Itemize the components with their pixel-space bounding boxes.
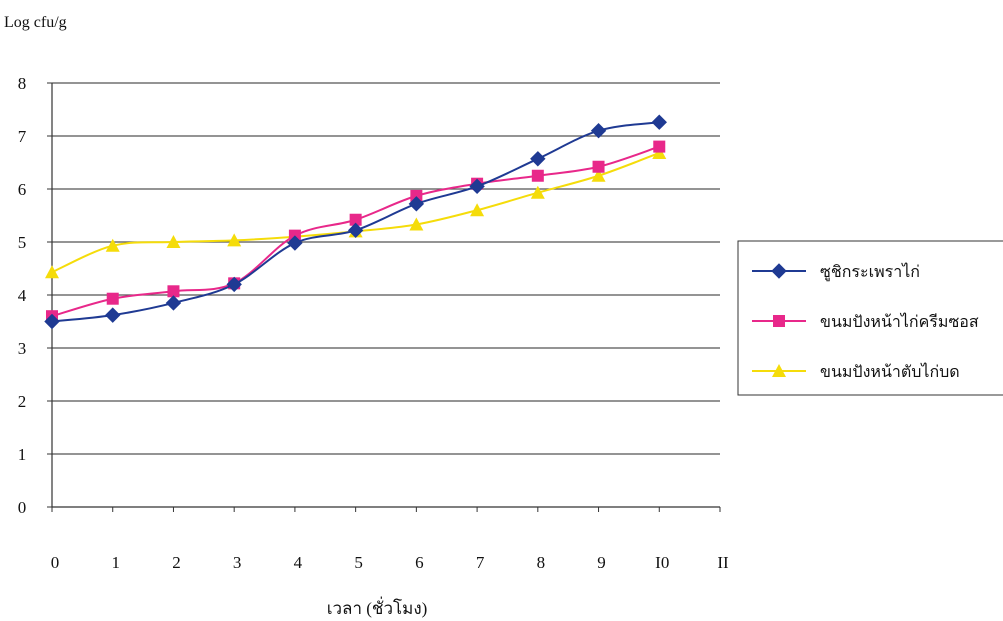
legend-label: ซูชิกระเพราไก่ [820,262,920,282]
x-tick-label: 9 [597,553,606,572]
data-point [410,189,423,202]
y-tick-label: 1 [18,445,27,464]
legend-label: ขนมปังหน้าตับไก่บด [820,362,960,381]
data-point [531,169,544,182]
data-point [227,233,242,247]
data-point [530,151,546,167]
y-tick-label: 2 [18,392,27,411]
data-point [653,140,666,153]
data-point [591,168,606,182]
x-tick-label: 4 [294,553,303,572]
legend-marker [772,364,786,377]
legend-marker [771,263,787,279]
series-1 [44,114,667,330]
series-group [44,114,667,330]
data-point [409,217,424,231]
x-tick-label: 5 [354,553,363,572]
data-point [530,185,545,199]
data-point [470,203,485,217]
data-point [592,160,605,173]
data-point [349,213,362,226]
y-tick-label: 0 [18,498,27,517]
data-point [408,196,425,212]
y-axis-label: Log cfu/g [4,14,67,31]
x-tick-label: 7 [476,553,485,572]
data-point [287,235,303,251]
x-tick-label: 3 [233,553,242,572]
x-tick-label: 2 [172,553,181,572]
x-axis-label: เวลา (ชั่วโมง) [327,596,428,618]
y-tick-label: 6 [18,180,27,199]
data-point [651,114,667,130]
x-axis-ticks: 0 1 2 3 4 5 6 7 8 9 I0 II [51,507,729,572]
data-point [166,235,181,248]
series-2 [46,140,666,323]
data-point [165,295,182,311]
x-tick-label: II [717,553,729,572]
series-line [51,152,660,274]
data-point [226,276,242,293]
x-tick-label: 0 [51,553,60,572]
gridlines [52,82,720,455]
y-tick-label: 8 [18,74,27,93]
series-3 [45,145,667,279]
data-point [167,285,180,298]
data-point [105,238,120,252]
data-point [347,222,364,239]
y-axis-ticks: 0 1 2 3 4 5 6 7 8 [18,74,52,517]
legend-label: ขนมปังหน้าไก่ครีมซอส [820,312,979,331]
x-tick-label: I0 [655,553,669,572]
y-tick-label: 3 [18,339,27,358]
x-tick-label: 1 [111,553,120,572]
x-tick-label: 6 [415,553,424,572]
y-tick-label: 7 [18,127,27,146]
y-tick-label: 4 [18,286,27,305]
data-point [44,313,60,330]
data-point [105,307,121,323]
x-tick-label: 8 [537,553,546,572]
data-point [45,265,59,279]
legend: ซูชิกระเพราไก่ขนมปังหน้าไก่ครีมซอสขนมปัง… [737,240,1003,396]
data-point [106,292,119,305]
data-point [469,178,485,195]
legend-marker [773,315,785,327]
data-point [590,122,607,139]
y-tick-label: 5 [18,233,27,252]
